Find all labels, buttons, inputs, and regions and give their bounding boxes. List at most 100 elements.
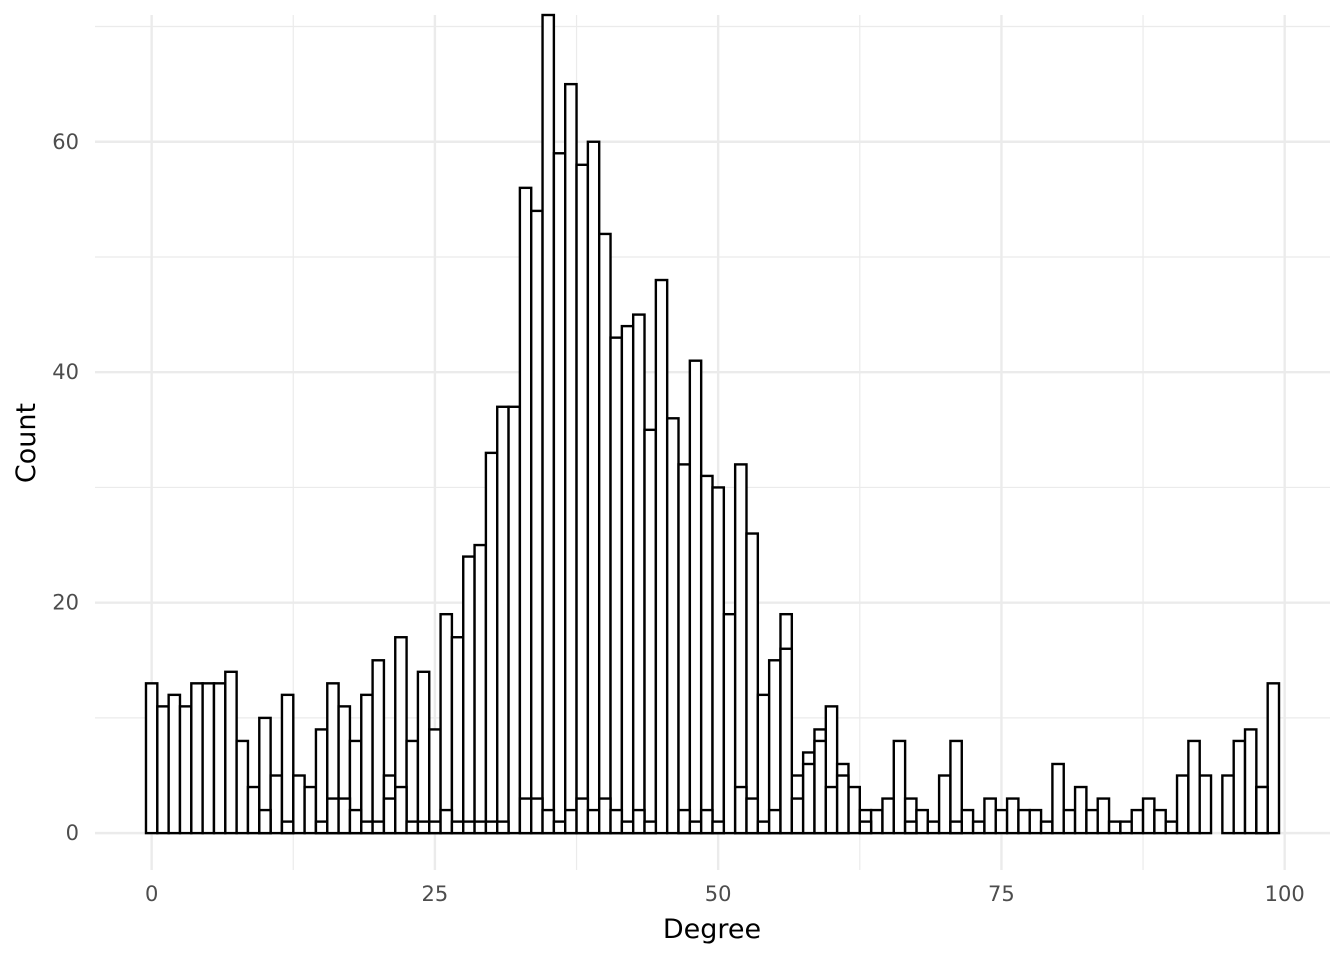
histogram-bar (597, 232, 612, 835)
histogram-bar (835, 774, 850, 835)
histogram-bar (564, 82, 578, 835)
histogram-bar (1005, 797, 1020, 835)
histogram-bar (643, 428, 658, 835)
histogram-bar (790, 797, 805, 835)
histogram-bar (201, 682, 216, 835)
x-tick-label: 0 (145, 882, 158, 906)
histogram-bar (530, 797, 544, 835)
histogram-bar (212, 682, 227, 835)
histogram-bar (1243, 728, 1258, 835)
histogram-bar (518, 186, 533, 835)
histogram-bar (428, 728, 442, 835)
histogram-bar (360, 820, 374, 835)
histogram-bar (631, 313, 646, 835)
histogram-bar (1039, 820, 1054, 835)
histogram-bar (405, 739, 420, 835)
histogram-bar (733, 785, 748, 835)
histogram-bar (541, 13, 556, 835)
histogram-bar (405, 820, 420, 835)
histogram-bar (620, 324, 635, 835)
histogram-bar (756, 693, 771, 835)
histogram-bar (258, 808, 272, 835)
histogram-bar (688, 820, 703, 835)
histogram-bar (1255, 785, 1269, 835)
histogram-bar (756, 820, 771, 835)
histogram-bar (983, 797, 997, 835)
histogram-bar (813, 739, 828, 835)
x-tick-label: 50 (705, 882, 732, 906)
histogram-bar (360, 693, 374, 835)
histogram-bar (1198, 774, 1213, 835)
histogram-bar (518, 797, 533, 835)
histogram-bar (949, 739, 963, 835)
histogram-bar (609, 336, 624, 835)
histogram-bar (224, 670, 238, 835)
histogram-bar (190, 682, 204, 835)
histogram-bar (1232, 739, 1247, 835)
histogram-bar (156, 705, 170, 835)
histogram-bar (1164, 820, 1179, 835)
histogram-bar (586, 808, 601, 835)
histogram-bar (631, 808, 646, 835)
histogram-bar (869, 808, 884, 835)
histogram-bar (371, 820, 386, 835)
histogram-bar (1062, 808, 1077, 835)
histogram-bar (654, 278, 669, 835)
histogram-bar (314, 728, 329, 835)
histogram-bar (348, 808, 363, 835)
histogram-bar (881, 797, 895, 835)
histogram-bar (178, 705, 193, 835)
histogram-bar (586, 140, 601, 835)
histogram-bar (1153, 808, 1167, 835)
histogram-bar (496, 820, 510, 835)
histogram-bar (326, 797, 340, 835)
histogram-bar (994, 808, 1009, 835)
histogram-bar (303, 785, 318, 835)
histogram-bar (552, 820, 567, 835)
histogram-bar (847, 785, 861, 835)
histogram-bar (949, 820, 963, 835)
histogram-bar (722, 612, 737, 835)
histogram-bar (314, 820, 329, 835)
histogram-bar (711, 486, 726, 835)
histogram-bar (903, 820, 918, 835)
histogram-bar (462, 555, 476, 835)
histogram-bar (337, 797, 352, 835)
histogram-bar (858, 820, 873, 835)
histogram-bar (665, 417, 680, 835)
histogram-bar (394, 785, 408, 835)
y-tick-label: 40 (52, 360, 79, 384)
histogram-bar (292, 774, 306, 835)
histogram-bars (144, 13, 1281, 835)
histogram-bar (416, 820, 431, 835)
y-axis-title: Count (11, 403, 42, 483)
histogram-bar (1187, 739, 1201, 835)
histogram-bar (711, 820, 726, 835)
histogram-bar (1221, 774, 1235, 835)
histogram-bar (960, 808, 975, 835)
y-axis-tick-labels: 0 20 40 60 (52, 130, 79, 845)
histogram-bar (1119, 820, 1133, 835)
histogram-bar (767, 659, 782, 835)
histogram-bar (733, 463, 748, 835)
x-tick-label: 75 (988, 882, 1015, 906)
histogram-bar (677, 463, 692, 835)
x-tick-label: 25 (422, 882, 449, 906)
y-tick-label: 60 (52, 130, 79, 154)
histogram-bar (235, 739, 250, 835)
histogram-bar (439, 612, 454, 835)
histogram-bar (688, 359, 703, 835)
histogram-bar (280, 820, 295, 835)
histogram-bar (597, 797, 612, 835)
x-axis-tick-labels: 0 25 50 75 100 (145, 882, 1305, 906)
histogram-bar (824, 785, 839, 835)
y-tick-label: 20 (52, 591, 79, 615)
histogram-bar (450, 820, 465, 835)
histogram-bar (1266, 682, 1281, 835)
histogram-bar (450, 636, 465, 835)
histogram-bar (541, 808, 556, 835)
histogram-bar (473, 543, 488, 835)
histogram-bar (892, 739, 907, 835)
histogram-bar (779, 647, 794, 835)
histogram-bar (575, 163, 590, 835)
